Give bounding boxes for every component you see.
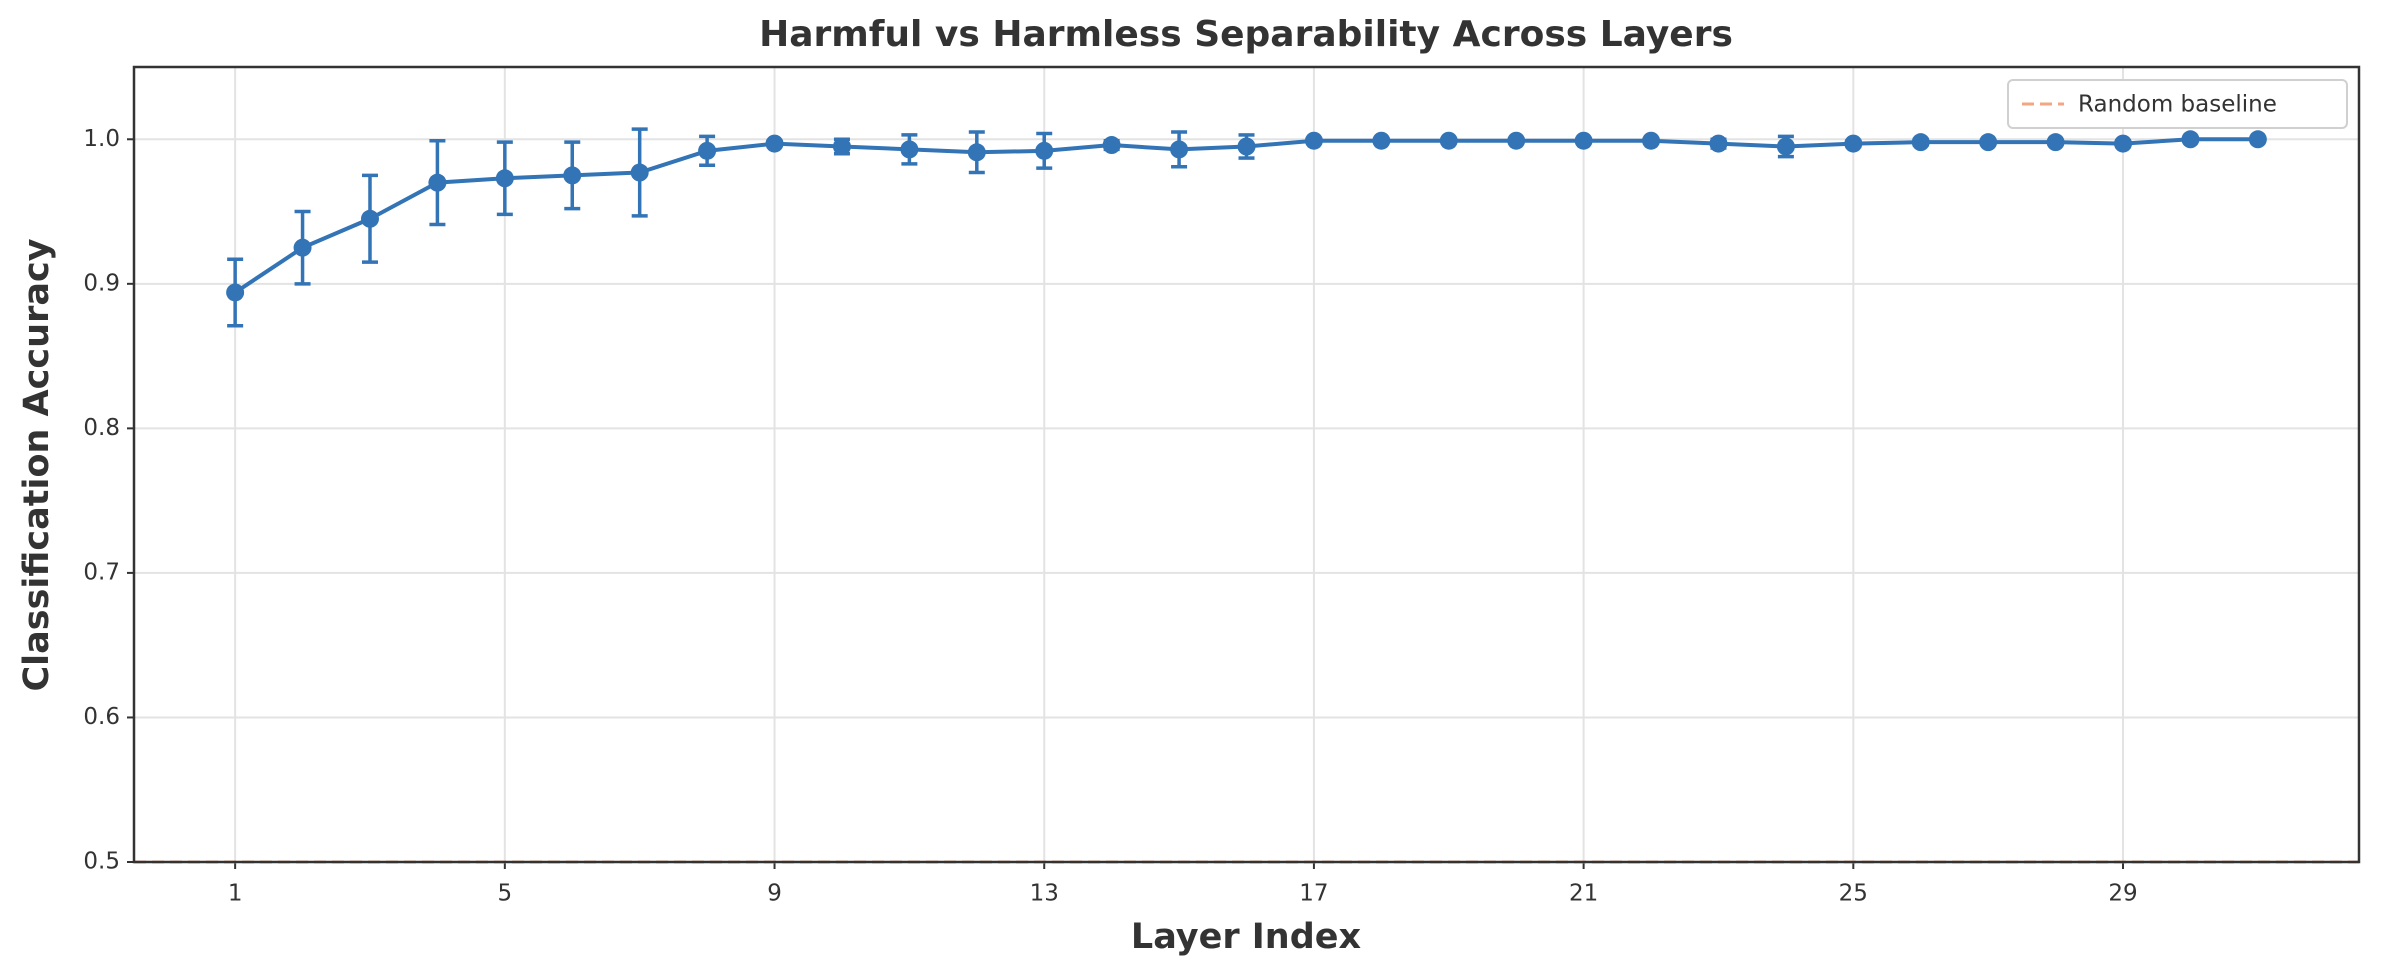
data-point <box>1776 137 1795 156</box>
data-point <box>1507 131 1526 150</box>
data-point <box>2181 130 2200 149</box>
data-point <box>1237 137 1256 156</box>
y-tick-label: 0.6 <box>83 704 120 730</box>
x-tick-label: 29 <box>2108 881 2137 907</box>
data-point <box>495 169 514 188</box>
data-point <box>1439 131 1458 150</box>
data-point <box>1844 134 1863 153</box>
plot-background <box>134 67 2359 862</box>
data-point <box>293 238 312 257</box>
data-point <box>563 166 582 185</box>
data-point <box>1372 131 1391 150</box>
plot-frame <box>132 65 2361 864</box>
x-tick-label: 5 <box>498 881 513 907</box>
y-tick-label: 0.9 <box>83 270 120 296</box>
data-point <box>1035 141 1054 160</box>
data-point <box>900 140 919 159</box>
y-tick-label: 1.0 <box>83 126 120 152</box>
data-point <box>1709 134 1728 153</box>
data-point <box>1304 131 1323 150</box>
data-point <box>1102 136 1121 155</box>
data-point <box>1574 131 1593 150</box>
data-point <box>2114 134 2133 153</box>
x-tick-label: 13 <box>1030 881 1059 907</box>
data-point <box>832 137 851 156</box>
legend-label: Random baseline <box>2078 92 2277 118</box>
data-point <box>1642 131 1661 150</box>
data-point <box>428 173 447 192</box>
y-axis-label: Classification Accuracy <box>17 238 57 691</box>
data-point <box>1170 140 1189 159</box>
data-point <box>226 283 245 302</box>
x-axis-label: Layer Index <box>1131 917 1362 957</box>
x-tick-label: 21 <box>1569 881 1598 907</box>
legend-box <box>2007 79 2348 129</box>
data-point <box>698 141 717 160</box>
y-tick-label: 0.7 <box>83 559 120 585</box>
x-tick-label: 9 <box>767 881 782 907</box>
data-point <box>1911 133 1930 152</box>
y-tick-label: 0.8 <box>83 415 120 441</box>
x-tick-label: 1 <box>228 881 243 907</box>
data-point <box>360 209 379 228</box>
data-point <box>630 163 649 182</box>
data-point <box>2248 130 2267 149</box>
data-point <box>765 134 784 153</box>
data-point <box>1979 133 1998 152</box>
x-tick-label: 17 <box>1299 881 1328 907</box>
data-point <box>967 143 986 162</box>
data-point <box>2046 133 2065 152</box>
y-tick-label: 0.5 <box>83 849 120 875</box>
chart-title: Harmful vs Harmless Separability Across … <box>759 14 1733 55</box>
x-tick-label: 25 <box>1839 881 1868 907</box>
